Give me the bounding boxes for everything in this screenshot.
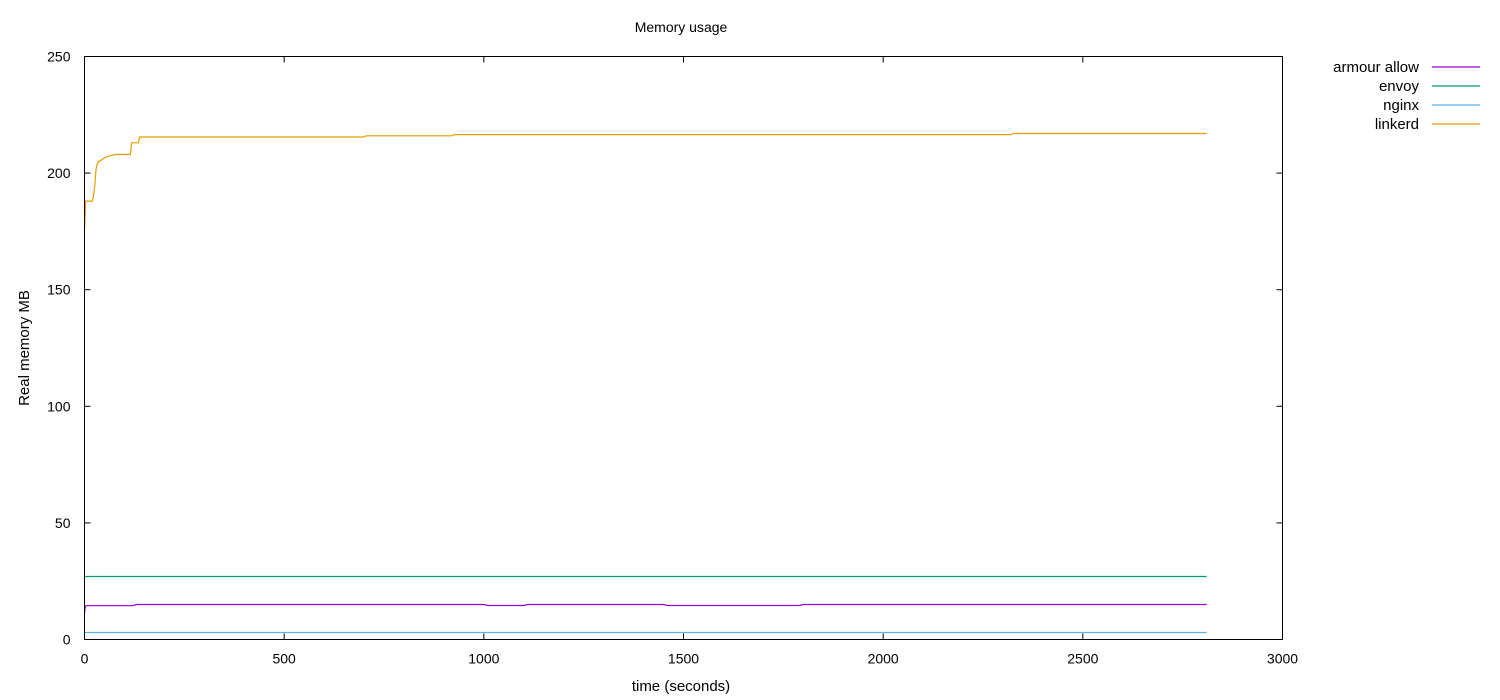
legend-label-0: armour allow (1333, 59, 1419, 76)
x-tick-label-4: 2000 (868, 651, 899, 667)
x-tick-label-1: 500 (272, 651, 296, 667)
x-tick-label-5: 2500 (1067, 651, 1098, 667)
legend-label-2: nginx (1383, 97, 1419, 114)
x-axis-label: time (seconds) (632, 678, 730, 695)
legend-label-3: linkerd (1375, 116, 1419, 133)
axis-ticks: 0 500 1000 1500 2000 2500 3000 0 50 100 150 200 250 (47, 49, 1298, 667)
y-axis-label: Real memory MB (16, 290, 33, 406)
y-tick-label-5: 250 (47, 49, 71, 65)
series-line-linkerd (83, 132, 1207, 230)
series-lines (83, 132, 1207, 634)
y-tick-label-4: 200 (47, 165, 71, 181)
y-tick-label-0: 0 (63, 632, 71, 648)
chart-title: Memory usage (635, 19, 728, 35)
x-tick-label-0: 0 (81, 651, 89, 667)
x-tick-label-3: 1500 (668, 651, 699, 667)
legend-label-1: envoy (1379, 78, 1420, 95)
x-tick-label-2: 1000 (468, 651, 499, 667)
plot-frame (84, 56, 1283, 640)
y-tick-label-1: 50 (55, 515, 71, 531)
legend: armour allow envoy nginx linkerd (1333, 59, 1480, 133)
y-tick-label-3: 150 (47, 282, 71, 298)
x-tick-label-6: 3000 (1267, 651, 1298, 667)
series-line-armour-allow (83, 603, 1207, 614)
y-tick-label-2: 100 (47, 398, 71, 414)
